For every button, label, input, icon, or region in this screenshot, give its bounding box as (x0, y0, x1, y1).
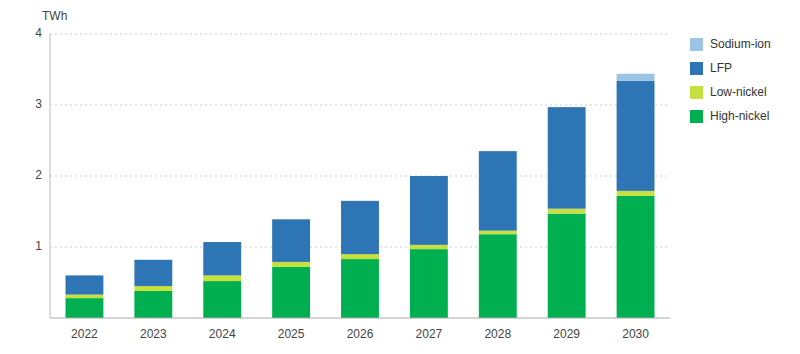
bar-segment (341, 201, 379, 254)
bar-segment (134, 260, 172, 286)
bar-segment (617, 81, 655, 191)
bar-segment (134, 259, 172, 260)
legend-label: High-nickel (710, 109, 769, 123)
bar-segment (203, 281, 241, 318)
chart: 1 2 3 4TWh 2022 2023 2024 2025 2026 2027 2028 2029 2… (0, 0, 800, 354)
y-axis-label: TWh (42, 9, 67, 23)
x-tick-label: 2028 (484, 327, 511, 341)
bar-segment (548, 214, 586, 318)
x-tick-label: 2025 (278, 327, 305, 341)
y-tick-label: 2 (35, 168, 42, 182)
bar-segment (341, 259, 379, 318)
bar-segment (341, 254, 379, 259)
x-tick-label: 2026 (347, 327, 374, 341)
x-tick-label: 2027 (416, 327, 443, 341)
x-tick-label: 2024 (209, 327, 236, 341)
x-tick-label: 2023 (140, 327, 167, 341)
bar-segment (410, 245, 448, 249)
grid-line (50, 34, 670, 35)
bar-segment (410, 249, 448, 318)
x-tick-label: 2030 (622, 327, 649, 341)
bar-segment (66, 275, 104, 276)
y-axis-line (50, 34, 51, 318)
legend: Sodium-ion LFP Low-nickel High-nickel (690, 37, 771, 123)
bar-segment (548, 107, 586, 108)
bar-segment (341, 200, 379, 201)
bar-segment (203, 242, 241, 275)
x-tick-label: 2022 (71, 327, 98, 341)
x-axis-line (50, 318, 670, 319)
legend-swatch (690, 62, 703, 75)
y-tick-label: 3 (35, 97, 42, 111)
bar-segment (617, 196, 655, 318)
bar-segment (272, 219, 310, 262)
bar-segment (479, 151, 517, 231)
bar-segment (617, 191, 655, 196)
legend-label: Low-nickel (710, 85, 767, 99)
bars (66, 74, 655, 318)
bar-segment (66, 275, 104, 294)
bar-segment (66, 295, 104, 299)
bar-segment (272, 262, 310, 267)
bar-segment (479, 151, 517, 152)
bar-segment (479, 231, 517, 235)
bar-segment (66, 298, 104, 318)
bar-segment (272, 219, 310, 220)
bar-segment (479, 234, 517, 318)
bar-segment (410, 176, 448, 245)
bar-segment (134, 291, 172, 318)
bar-segment (410, 176, 448, 177)
bar-segment (617, 74, 655, 81)
x-tick-label: 2029 (553, 327, 580, 341)
bar-segment (272, 267, 310, 318)
bar-segment (548, 107, 586, 209)
bar-segment (548, 209, 586, 214)
legend-swatch (690, 86, 703, 99)
grid-line (50, 105, 670, 106)
bar-segment (203, 275, 241, 281)
legend-swatch (690, 38, 703, 51)
y-tick-label: 4 (35, 26, 42, 40)
legend-label: LFP (710, 61, 732, 75)
y-tick-label: 1 (35, 239, 42, 253)
bar-segment (134, 286, 172, 291)
legend-swatch (690, 110, 703, 123)
bar-segment (203, 242, 241, 243)
legend-label: Sodium-ion (710, 37, 771, 51)
